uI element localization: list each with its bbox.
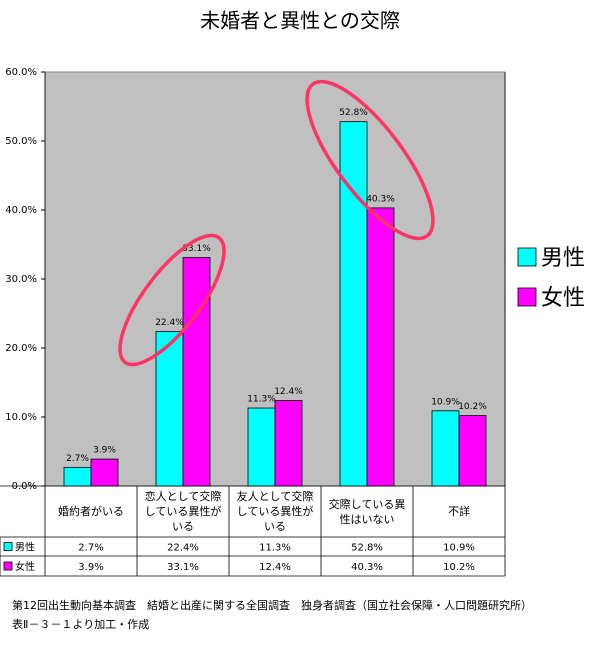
x-tick-label: 恋人として交際している異性がいる — [144, 490, 222, 533]
data-label: 2.7% — [66, 454, 89, 464]
bar — [247, 407, 276, 487]
y-tick-label: 40.0% — [5, 205, 37, 216]
table-row-label: 女性 — [15, 560, 35, 573]
table-row-label: 男性 — [15, 541, 35, 554]
x-tick-label: 友人として交際している異性がいる — [236, 490, 314, 533]
bar — [182, 257, 211, 487]
data-label: 33.1% — [182, 244, 211, 254]
legend-label: 男性 — [541, 246, 585, 271]
table-cell: 11.3% — [259, 543, 291, 554]
table-cell: 2.7% — [78, 543, 103, 554]
bar — [155, 331, 184, 487]
y-tick-label: 20.0% — [5, 343, 37, 354]
highlight-ellipse — [118, 233, 226, 367]
y-tick-label: 50.0% — [5, 136, 37, 147]
y-tick-label: 0.0% — [12, 481, 37, 492]
table-cell: 33.1% — [167, 562, 199, 573]
footnote: 第12回出生動向基本調査 結婚と出産に関する全国調査 独身者調査（国立社会保障・… — [12, 598, 532, 612]
data-label: 11.3% — [247, 395, 276, 405]
y-tick-label: 60.0% — [5, 67, 37, 78]
data-label: 22.4% — [155, 318, 184, 328]
bar — [431, 410, 460, 487]
table-cell: 10.2% — [443, 562, 475, 573]
table-cell: 12.4% — [259, 562, 291, 573]
table-legend-key — [3, 561, 13, 571]
table-cell: 3.9% — [78, 562, 103, 573]
legend-label: 女性 — [541, 286, 585, 311]
x-tick-label: 婚約者がいる — [58, 505, 124, 518]
data-label: 3.9% — [93, 446, 116, 456]
table-cell: 52.8% — [351, 543, 383, 554]
footnote: 表Ⅱ－３－１より加工・作成 — [12, 617, 149, 631]
chart-title: 未婚者と異性との交際 — [200, 9, 400, 33]
table-cell: 40.3% — [351, 562, 383, 573]
data-label: 10.2% — [458, 402, 487, 412]
data-label: 12.4% — [274, 387, 303, 397]
table-cell: 10.9% — [443, 543, 475, 554]
data-label: 10.9% — [431, 397, 460, 407]
table-legend-key — [3, 542, 13, 551]
bar — [90, 458, 119, 487]
bar — [63, 466, 92, 487]
bar — [458, 415, 487, 487]
x-tick-label: 不詳 — [448, 505, 470, 518]
table-cell: 22.4% — [167, 543, 199, 554]
bar — [366, 207, 395, 487]
legend-key — [517, 247, 537, 267]
bar — [339, 121, 368, 487]
legend-key — [517, 287, 537, 307]
y-tick-label: 10.0% — [5, 412, 37, 423]
bar — [274, 400, 303, 487]
data-label: 52.8% — [339, 108, 368, 118]
x-tick-label: 交際している異性はいない — [328, 497, 406, 526]
highlight-ellipse — [305, 79, 435, 241]
y-tick-label: 30.0% — [5, 274, 37, 285]
data-label: 40.3% — [366, 194, 395, 204]
